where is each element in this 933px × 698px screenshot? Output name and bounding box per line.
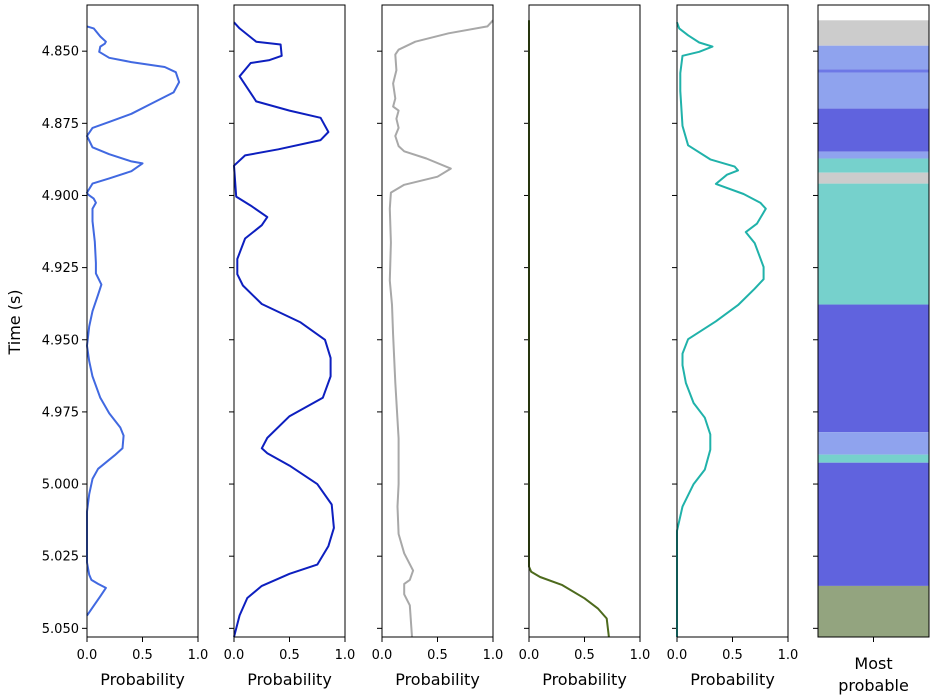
panel-frame (86, 4, 199, 638)
class-segment (818, 45, 929, 70)
x-tick-label: 0.0 (77, 648, 98, 663)
x-tick-label: 0.5 (132, 648, 153, 663)
class-segment (818, 172, 929, 184)
y-tick-label: 4.850 (42, 45, 79, 60)
y-tick-label: 4.975 (42, 405, 79, 420)
most-probable-panel: Most probable (813, 4, 930, 695)
panel-frame (817, 4, 930, 638)
panels-group: 4.850 4.875 4.900 4.925 4.950 4.975 5.000 5.025… (42, 4, 930, 695)
y-tick-label: 5.025 (42, 550, 79, 565)
class-segment (818, 454, 929, 463)
class-segment (818, 151, 929, 159)
class-segment (818, 69, 929, 73)
x-tick-label: 0.5 (427, 648, 448, 663)
class-segment (818, 304, 929, 433)
x-tick-label: 0.0 (372, 648, 393, 663)
x-axis-label: Probability (247, 670, 332, 689)
x-tick-label: 0.0 (667, 648, 688, 663)
class-segment (818, 72, 929, 109)
class-segment (818, 158, 929, 173)
y-tick-label: 4.950 (42, 333, 79, 348)
x-axis-label: Probability (395, 670, 480, 689)
x-axis-label: Probability (690, 670, 775, 689)
y-tick-label: 5.050 (42, 622, 79, 637)
x-tick-label: 0.5 (722, 648, 743, 663)
y-tick-label: 5.000 (42, 478, 79, 493)
y-tick-label: 4.875 (42, 117, 79, 132)
x-tick-label: 0.5 (574, 648, 595, 663)
class-segment (818, 462, 929, 586)
most-probable-label: Most probable (838, 654, 909, 695)
y-tick-label: 4.900 (42, 189, 79, 204)
probability-line (86, 25, 181, 617)
probability-line (388, 19, 494, 638)
x-tick-label: 1.0 (778, 648, 799, 663)
panel-1: 4.850 4.875 4.900 4.925 4.950 4.975 5.000 5.025… (42, 4, 209, 689)
x-tick-label: 1.0 (630, 648, 651, 663)
probability-line (233, 21, 335, 638)
class-segment (818, 432, 929, 455)
class-segment (818, 108, 929, 152)
x-tick-label: 0.0 (519, 648, 540, 663)
class-segment (818, 585, 929, 637)
y-tick-label: 4.925 (42, 261, 79, 276)
probability-line (528, 20, 610, 638)
x-axis-label: Probability (542, 670, 627, 689)
y-axis-label: Time (s) (5, 289, 24, 355)
panel-frame (233, 4, 346, 638)
x-tick-label: 0.5 (279, 648, 300, 663)
class-segment (818, 183, 929, 305)
x-tick-label: 0.0 (224, 648, 245, 663)
probability-line (676, 21, 767, 637)
x-tick-label: 1.0 (335, 648, 356, 663)
x-tick-label: 1.0 (188, 648, 209, 663)
panel-frame (676, 4, 789, 638)
x-axis-label: Probability (100, 670, 185, 689)
panel-frame (528, 4, 641, 638)
x-tick-label: 1.0 (483, 648, 504, 663)
panel-frame (381, 4, 494, 638)
class-segment (818, 20, 929, 46)
